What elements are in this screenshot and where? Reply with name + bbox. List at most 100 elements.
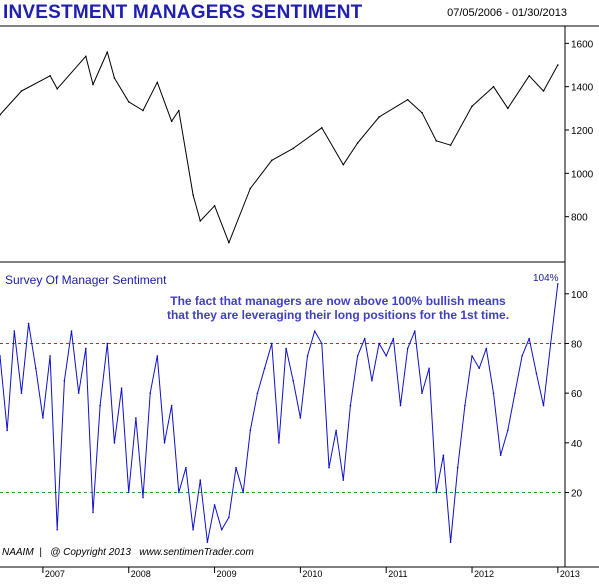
data-point [363,337,366,340]
data-point [106,51,109,53]
data-point [106,342,109,345]
data-point [456,466,459,469]
data-point [156,355,159,357]
data-point [478,367,480,370]
x-tick-label: 2007 [45,569,65,579]
data-point [471,355,473,357]
upper-y-tick-label: 800 [571,213,588,224]
index-line [0,51,559,244]
annotation-line-2: that they are leveraging their long posi… [166,308,510,322]
sentiment-line [0,283,559,543]
data-point [292,379,295,382]
data-point [6,429,8,432]
data-point [342,163,345,166]
data-point [492,85,495,88]
data-point [399,404,402,407]
data-point [263,367,266,370]
chart-annotation: The fact that managers are now above 100… [140,294,536,322]
x-tick-label: 2008 [131,569,151,579]
data-point [378,342,380,345]
data-point [192,528,194,531]
annotation-line-1: The fact that managers are now above 100… [170,294,506,308]
chart-frame [0,25,599,568]
data-point [449,144,452,146]
data-point [542,404,545,407]
data-point [149,392,151,394]
data-point [249,187,252,190]
data-point [49,75,51,77]
data-point [242,491,244,494]
data-point [549,342,552,345]
data-point [557,64,559,66]
data-point [299,417,302,419]
date-range: 07/05/2006 - 01/30/2013 [447,7,567,19]
sentiment-series [0,283,559,543]
data-point [349,404,352,407]
x-tick-label: 2013 [560,569,580,579]
data-point [542,90,545,92]
data-point [328,466,330,469]
data-point [385,355,388,357]
x-tick-label: 2011 [388,569,407,579]
lower-y-tick-label: 80 [571,339,583,350]
data-point [92,511,94,514]
data-point [27,322,30,325]
data-point [206,541,209,543]
data-point [63,379,66,382]
data-point [220,528,223,531]
lower-y-tick-label: 60 [571,389,583,400]
data-point [135,417,137,419]
x-tick-label: 2012 [474,569,494,579]
data-point [356,355,359,357]
data-point [213,205,216,207]
data-point [506,429,509,432]
data-point [170,404,173,407]
data-point [528,337,531,340]
data-point [192,194,194,196]
footer-copyright: @ Copyright 2013 [50,547,131,558]
data-point [142,496,144,499]
upper-y-tick-label: 1200 [571,126,594,137]
data-point [428,367,430,370]
data-point [163,442,166,444]
data-point [392,337,395,340]
data-point [170,120,173,123]
data-point [0,355,1,357]
data-point [92,83,94,86]
data-point [278,442,280,444]
data-point [228,516,230,519]
data-point [528,75,531,77]
data-point [442,454,445,457]
index-series [0,51,559,244]
data-point [499,454,502,457]
data-point [421,111,423,114]
data-point [127,101,130,103]
data-point [371,379,373,382]
x-tick-label: 2010 [302,569,322,579]
data-point [85,347,87,350]
data-point [356,142,359,144]
x-tick-label: 2009 [217,569,237,579]
data-point [406,347,409,350]
data-point [142,109,144,112]
lower-y-tick-label: 20 [571,488,583,499]
chart-title: INVESTMENT MANAGERS SENTIMENT [3,2,363,23]
data-point [464,404,466,407]
footer: NAAIM | @ Copyright 2013 www.sentimenTra… [2,547,254,558]
data-point [506,107,509,110]
footer-website: www.sentimenTrader.com [139,547,254,558]
data-point [270,342,273,345]
data-point [77,392,80,394]
footer-source: NAAIM [2,547,34,558]
x-axis: 2007 2008 2009 2010 2011 2012 2013 [42,567,580,579]
data-point [435,491,438,494]
data-point [156,81,159,84]
data-point [335,429,337,432]
data-point [306,355,309,357]
data-point [0,114,1,116]
data-point [13,330,16,332]
data-point [113,77,116,79]
data-point [177,109,180,112]
data-point [42,417,44,419]
